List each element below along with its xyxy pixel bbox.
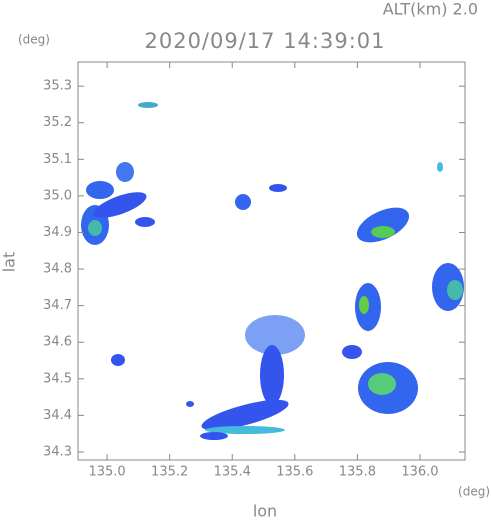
y-tick-label: 34.5 — [43, 371, 72, 386]
echo — [116, 162, 134, 182]
echo — [356, 207, 410, 243]
y-tick-label: 35.3 — [43, 79, 72, 94]
echo — [111, 354, 125, 366]
chart-title: 2020/09/17 14:39:01 — [144, 29, 385, 53]
y-tick-label: 34.9 — [43, 225, 72, 240]
echo — [342, 345, 362, 359]
echo — [447, 280, 463, 300]
echo — [368, 373, 396, 395]
x-label: lon — [253, 502, 277, 521]
echo — [437, 162, 443, 172]
y-tick-label: 34.7 — [43, 298, 72, 313]
echo — [135, 217, 155, 227]
echo — [205, 426, 285, 434]
x-tick-label: 135.4 — [214, 465, 251, 480]
y-tick-label: 35.1 — [43, 152, 72, 167]
echo — [138, 102, 158, 108]
plot-frame — [77, 61, 466, 461]
echo — [88, 220, 102, 236]
y-tick-label: 34.6 — [43, 335, 72, 350]
echoes — [81, 102, 464, 440]
x-tick-label: 135.8 — [339, 465, 376, 480]
echo — [201, 399, 289, 431]
x-unit: (deg) — [458, 485, 490, 499]
x-tick-label: 135.6 — [276, 465, 313, 480]
x-tick-label: 135.2 — [151, 465, 188, 480]
y-tick-label: 34.8 — [43, 262, 72, 277]
echo — [359, 296, 369, 314]
echo — [269, 184, 287, 192]
y-unit: (deg) — [18, 33, 50, 47]
echo — [371, 226, 395, 238]
echo — [93, 192, 147, 218]
y-tick-label: 34.3 — [43, 444, 72, 459]
x-tick-label: 136.0 — [401, 465, 438, 480]
y-tick-label: 35.2 — [43, 115, 72, 130]
echo — [200, 432, 228, 440]
echo — [260, 345, 284, 405]
x-tick-label: 135.0 — [88, 465, 125, 480]
echo — [186, 401, 194, 407]
echo — [245, 315, 305, 355]
y-tick-label: 34.4 — [43, 408, 72, 423]
altitude: ALT(km) 2.0 — [383, 0, 478, 19]
y-label: lat — [0, 252, 19, 273]
y-tick-label: 35.0 — [43, 188, 72, 203]
echo — [86, 181, 114, 199]
echo — [235, 194, 251, 210]
